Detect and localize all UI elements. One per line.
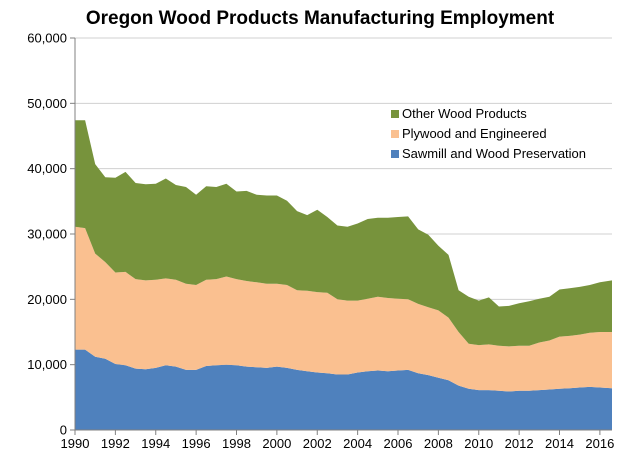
legend-swatch-2 bbox=[391, 110, 399, 118]
x-tick-label-5: 2000 bbox=[262, 436, 291, 451]
chart-title: Oregon Wood Products Manufacturing Emplo… bbox=[86, 8, 555, 29]
x-tick-label-1: 1992 bbox=[101, 436, 130, 451]
legend: Other Wood Products Plywood and Engineere… bbox=[391, 106, 586, 161]
y-tick-label-6: 60,000 bbox=[27, 31, 67, 46]
x-tick-label-6: 2002 bbox=[303, 436, 332, 451]
x-tick-label-8: 2006 bbox=[384, 436, 413, 451]
series-area-2 bbox=[75, 120, 612, 347]
legend-swatch-1 bbox=[391, 130, 399, 138]
y-axis-tick-labels: 0 10,000 20,000 30,000 40,000 50,000 60,000 bbox=[27, 31, 67, 438]
y-tick-label-2: 20,000 bbox=[27, 292, 67, 307]
series-area-1 bbox=[75, 226, 612, 392]
axes bbox=[70, 37, 612, 435]
legend-label-0: Sawmill and Wood Preservation bbox=[402, 146, 586, 161]
x-tick-label-0: 1990 bbox=[61, 436, 90, 451]
stacked-areas bbox=[75, 120, 612, 430]
legend-swatch-0 bbox=[391, 150, 399, 158]
x-tick-label-3: 1996 bbox=[182, 436, 211, 451]
y-tick-label-1: 10,000 bbox=[27, 357, 67, 372]
y-tick-label-3: 30,000 bbox=[27, 227, 67, 242]
x-tick-label-10: 2010 bbox=[464, 436, 493, 451]
x-tick-label-13: 2016 bbox=[585, 436, 614, 451]
x-tick-label-9: 2008 bbox=[424, 436, 453, 451]
legend-label-1: Plywood and Engineered bbox=[402, 126, 547, 141]
x-axis-tick-labels: 1990 1992 1994 1996 1998 2000 2002 2004 2006 2008… bbox=[61, 436, 615, 451]
x-tick-label-2: 1994 bbox=[141, 436, 170, 451]
legend-label-2: Other Wood Products bbox=[402, 106, 527, 121]
x-tick-label-4: 1998 bbox=[222, 436, 251, 451]
y-tick-label-5: 50,000 bbox=[27, 96, 67, 111]
y-tick-label-0: 0 bbox=[60, 423, 67, 438]
series-area-0 bbox=[75, 349, 612, 430]
x-tick-label-12: 2014 bbox=[545, 436, 574, 451]
x-tick-label-11: 2012 bbox=[505, 436, 534, 451]
y-tick-label-4: 40,000 bbox=[27, 161, 67, 176]
x-tick-label-7: 2004 bbox=[343, 436, 372, 451]
